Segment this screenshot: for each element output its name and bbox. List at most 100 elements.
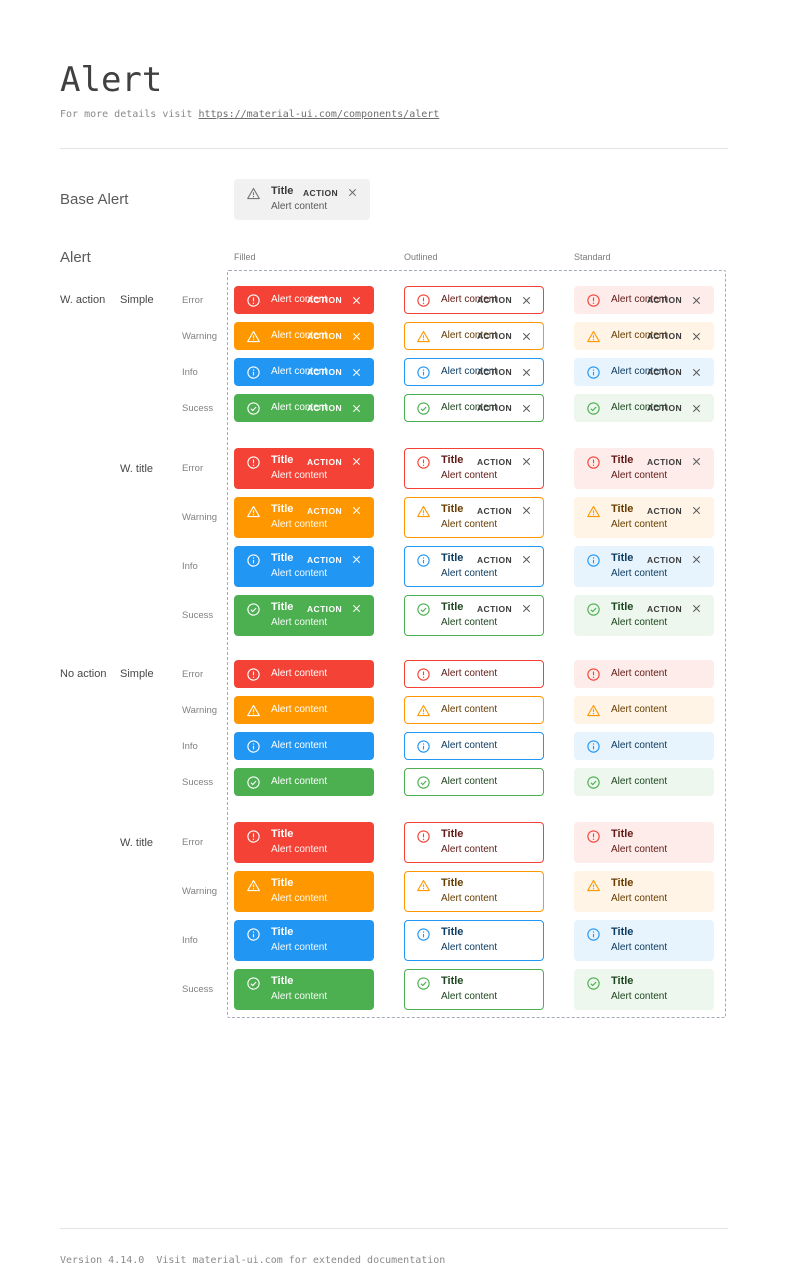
alert-text: Title Alert content — [271, 503, 327, 531]
alert-text: Alert content — [271, 776, 362, 788]
alert-content: Alert content — [611, 294, 668, 305]
close-button[interactable] — [521, 295, 532, 306]
close-button[interactable] — [691, 331, 702, 342]
alert-standard-success: Title Alert content ACTION — [574, 595, 714, 636]
close-button[interactable] — [351, 505, 362, 516]
action-button[interactable]: ACTION — [647, 367, 682, 377]
action-button[interactable]: ACTION — [303, 187, 338, 198]
alert-content: Alert content — [611, 893, 668, 904]
action-button[interactable]: ACTION — [307, 554, 342, 565]
alert-actions: ACTION — [647, 456, 702, 467]
close-button[interactable] — [521, 403, 532, 414]
alert-outlined-error: Alert content — [404, 660, 544, 688]
action-button[interactable]: ACTION — [647, 554, 682, 565]
close-button[interactable] — [521, 505, 532, 516]
close-button[interactable] — [521, 554, 532, 565]
base-alert: Title Alert content ACTION — [234, 179, 370, 220]
column-header-outlined: Outlined — [404, 252, 438, 262]
action-button[interactable]: ACTION — [307, 367, 342, 377]
close-icon — [352, 368, 361, 376]
close-button[interactable] — [691, 295, 702, 306]
action-button[interactable]: ACTION — [647, 403, 682, 413]
alert-content: Alert content — [271, 294, 328, 305]
close-button[interactable] — [351, 456, 362, 467]
action-button[interactable]: ACTION — [647, 603, 682, 614]
close-button[interactable] — [351, 331, 362, 342]
action-button[interactable]: ACTION — [307, 456, 342, 467]
close-button[interactable] — [691, 554, 702, 565]
alert-outlined-success: Title Alert content — [404, 969, 544, 1010]
action-button[interactable]: ACTION — [647, 456, 682, 467]
info-icon — [246, 927, 261, 942]
alert-text: Title Alert content — [441, 552, 497, 580]
alert-content: Alert content — [441, 740, 498, 751]
base-close-button[interactable] — [347, 187, 358, 198]
close-button[interactable] — [351, 367, 362, 378]
alert-text: Alert content — [611, 668, 702, 680]
close-button[interactable] — [691, 456, 702, 467]
alert-actions: ACTION — [307, 554, 362, 565]
close-icon — [692, 506, 701, 515]
alert-filled-warning: Title Alert content ACTION — [234, 497, 374, 538]
close-button[interactable] — [691, 603, 702, 614]
alert-content: Alert content — [611, 366, 668, 377]
alert-row: Info Title Alert content Title Alert content… — [60, 920, 728, 961]
alert-row: Warning Alert content ACTION Alert content A… — [60, 322, 728, 350]
alert-filled-success: Alert content — [234, 768, 374, 796]
close-button[interactable] — [521, 367, 532, 378]
error-icon — [246, 829, 261, 844]
alert-text: Title Alert content — [441, 503, 497, 531]
alert-text: Alert content — [271, 668, 362, 680]
alert-filled-info: Alert content — [234, 732, 374, 760]
severity-label: Info — [182, 740, 198, 752]
close-button[interactable] — [691, 367, 702, 378]
alert-section-header: Alert Filled Outlined Standard — [60, 248, 728, 266]
action-button[interactable]: ACTION — [477, 403, 512, 413]
action-button[interactable]: ACTION — [307, 295, 342, 305]
alert-title: Title — [441, 828, 464, 840]
close-icon — [522, 332, 531, 340]
alert-filled-error: Alert content ACTION — [234, 286, 374, 314]
action-button[interactable]: ACTION — [647, 295, 682, 305]
warning-icon — [416, 703, 431, 718]
action-button[interactable]: ACTION — [477, 505, 512, 516]
action-button[interactable]: ACTION — [477, 331, 512, 341]
action-button[interactable]: ACTION — [477, 295, 512, 305]
close-button[interactable] — [351, 403, 362, 414]
alert-content: Alert content — [611, 402, 668, 413]
action-button[interactable]: ACTION — [307, 603, 342, 614]
action-button[interactable]: ACTION — [477, 603, 512, 614]
alert-text: Alert content — [271, 704, 362, 716]
alert-text: Alert content — [611, 776, 702, 788]
close-button[interactable] — [521, 603, 532, 614]
close-icon — [352, 457, 361, 466]
action-button[interactable]: ACTION — [647, 331, 682, 341]
alert-content: Alert content — [271, 668, 328, 679]
docs-link[interactable]: https://material-ui.com/components/alert — [198, 109, 440, 120]
close-button[interactable] — [521, 331, 532, 342]
action-button[interactable]: ACTION — [477, 456, 512, 467]
action-button[interactable]: ACTION — [477, 554, 512, 565]
action-button[interactable]: ACTION — [307, 403, 342, 413]
action-button[interactable]: ACTION — [477, 367, 512, 377]
alert-title: Title — [271, 552, 294, 564]
close-button[interactable] — [691, 505, 702, 516]
alert-title: Title — [611, 877, 634, 889]
action-button[interactable]: ACTION — [307, 505, 342, 516]
alert-filled-info: Title Alert content ACTION — [234, 546, 374, 587]
alert-text: Title Alert content — [441, 454, 497, 482]
close-button[interactable] — [691, 403, 702, 414]
alert-text: Alert content — [441, 668, 532, 680]
close-button[interactable] — [351, 603, 362, 614]
alert-text: Title Alert content — [271, 926, 362, 954]
close-button[interactable] — [521, 456, 532, 467]
action-button[interactable]: ACTION — [307, 331, 342, 341]
alert-title: Title — [271, 503, 294, 515]
close-button[interactable] — [351, 554, 362, 565]
alert-content: Alert content — [441, 776, 498, 787]
close-button[interactable] — [351, 295, 362, 306]
top-divider — [60, 148, 728, 149]
action-button[interactable]: ACTION — [647, 505, 682, 516]
alert-standard-error: Title Alert content — [574, 822, 714, 863]
alert-standard-success: Alert content — [574, 768, 714, 796]
